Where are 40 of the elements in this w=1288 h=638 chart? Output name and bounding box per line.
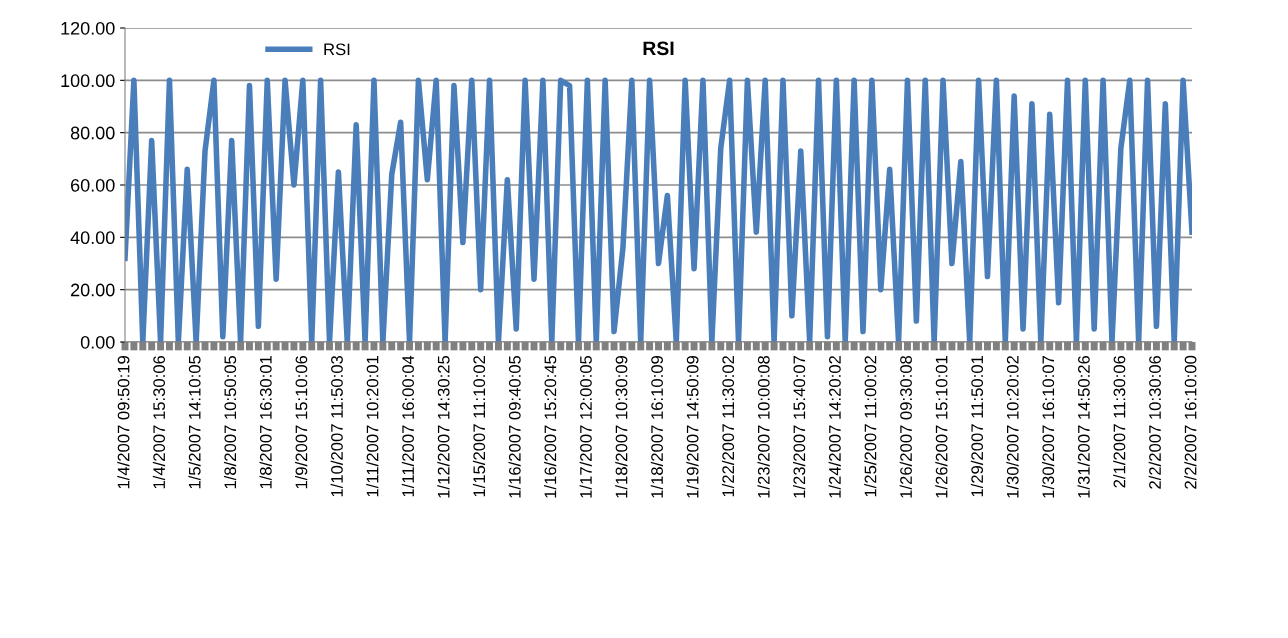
x-tick-label: 2/2/2007 16:10:00: [1184, 355, 1197, 489]
y-tick-label: 20.00: [71, 283, 115, 297]
x-tick-label: 1/16/2007 15:20:45: [544, 355, 557, 498]
y-tick-label: 120.00: [61, 21, 115, 35]
text: RSI: [643, 41, 674, 56]
x-tick-label: 1/26/2007 09:30:08: [899, 355, 912, 498]
x-tick-label: 1/30/2007 10:20:02: [1006, 356, 1019, 498]
y-tick-label: 100.00: [61, 74, 115, 88]
x-tick-label: 1/29/2007 11:50:01: [970, 355, 984, 497]
x-tick-label: 1/19/2007 14:50:09: [686, 355, 699, 498]
x-tick-label: 1/25/2007 11:00:02: [864, 356, 877, 497]
y-tick-label: 0.00: [80, 335, 115, 349]
x-tick-label: 1/18/2007 16:10:09: [650, 355, 663, 498]
x-tick-label: 1/26/2007 15:10:01: [935, 355, 948, 498]
y-tick-label: 40.00: [70, 231, 115, 245]
x-tick-label: 1/11/2007 16:00:04: [401, 355, 415, 497]
y-tick-label: 60.00: [71, 178, 115, 192]
x-tick-label: 1/11/2007 10:20:01: [366, 355, 379, 497]
x-tick-label: 1/5/2007 14:10:05: [188, 355, 201, 489]
x-tick-label: 1/30/2007 16:10:07: [1041, 356, 1055, 498]
x-tick-label: 1/17/2007 12:00:05: [579, 355, 592, 498]
x-tick-label: 1/8/2007 10:50:05: [223, 355, 237, 489]
x-tick-label: 1/16/2007 09:40:05: [508, 355, 521, 498]
x-tick-label: 1/9/2007 15:10:06: [295, 355, 308, 489]
x-tick-label: 2/1/2007 11:30:06: [1113, 355, 1126, 488]
legend-label: RSI: [324, 43, 350, 56]
x-tick-label: 1/23/2007 15:40:07: [793, 356, 806, 498]
x-tick-label: 1/22/2007 11:30:02: [721, 356, 735, 497]
x-tick-label: 2/2/2007 10:30:06: [1148, 355, 1161, 489]
x-tick-label: 1/23/2007 10:00:08: [757, 355, 770, 498]
x-tick-label: 1/10/2007 11:50:03: [330, 355, 343, 497]
x-tick-label: 1/8/2007 16:30:01: [259, 355, 272, 489]
x-tick-label: 1/15/2007 11:10:02: [472, 356, 486, 497]
y-tick-label: 80.00: [70, 126, 115, 140]
x-tick-label: 1/24/2007 14:20:02: [828, 356, 841, 498]
x-tick-label: 1/18/2007 10:30:09: [615, 355, 628, 498]
x-tick-label: 1/4/2007 15:30:06: [152, 355, 166, 489]
x-tick-label: 1/31/2007 14:50:26: [1077, 355, 1090, 498]
x-tick-label: 1/12/2007 14:30:25: [437, 355, 450, 498]
x-tick-label: 1/4/2007 09:50:19: [117, 355, 130, 489]
